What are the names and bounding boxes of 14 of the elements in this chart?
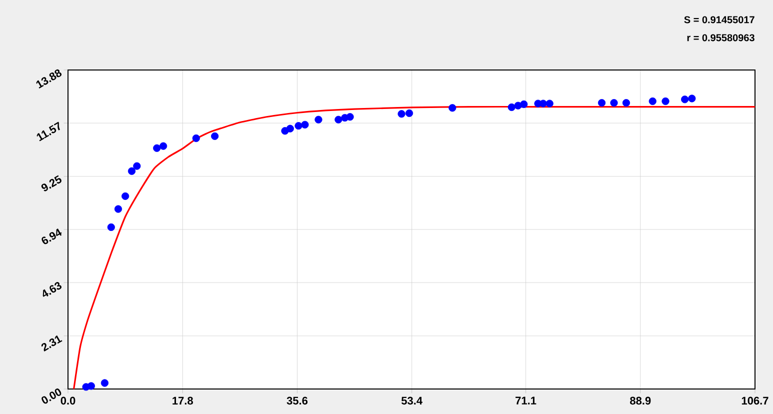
- x-tick-label: 35.6: [286, 396, 308, 405]
- text: S = 0.91455017: [684, 16, 754, 24]
- x-tick-label: 88.9: [630, 396, 651, 405]
- y-tick-label: 0.00: [42, 388, 62, 404]
- x-tick-label: 53.4: [401, 396, 422, 405]
- text: r = 0.95580963: [687, 34, 754, 42]
- x-tick-label: 71.1: [516, 396, 536, 404]
- y-tick-label: 6.94: [42, 228, 62, 244]
- y-tick-label: 9.25: [41, 175, 62, 192]
- x-tick-label: 106.7: [742, 396, 768, 405]
- x-tick-label: 0.0: [60, 396, 76, 405]
- y-tick-label: 2.31: [41, 335, 62, 352]
- y-tick-label: 4.63: [42, 282, 62, 297]
- x-tick-label: 17.8: [172, 396, 193, 405]
